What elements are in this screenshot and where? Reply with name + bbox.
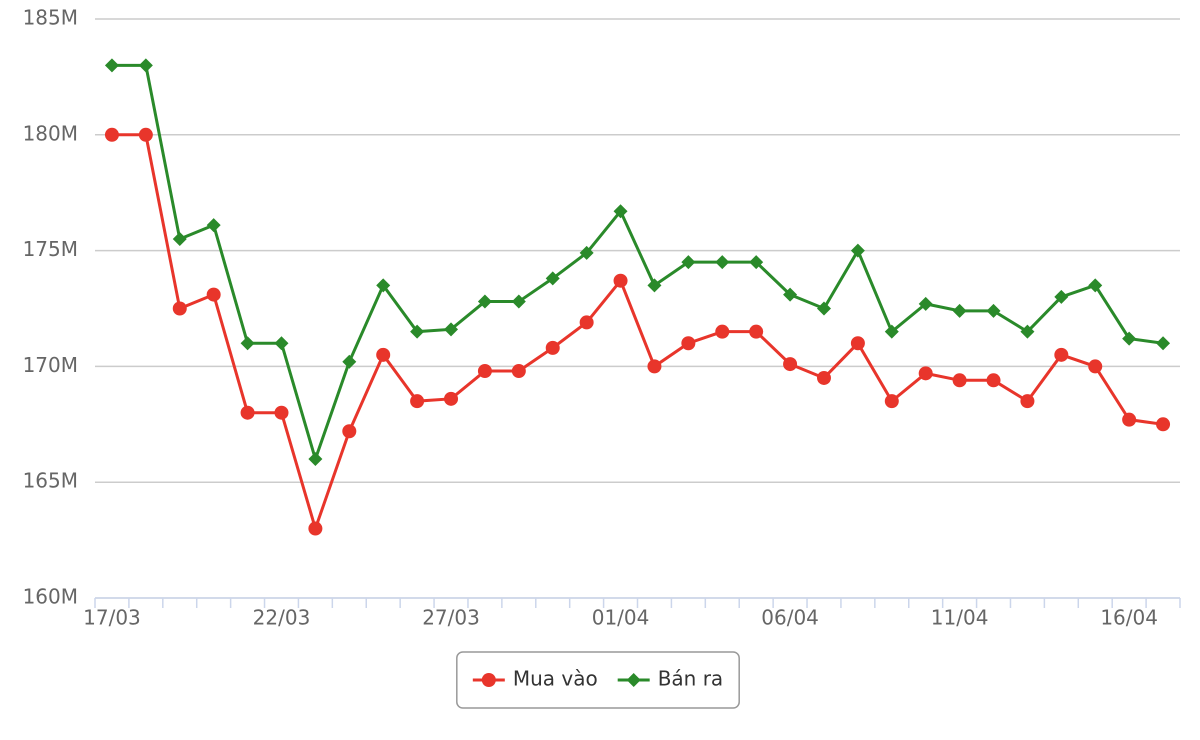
point — [240, 405, 255, 420]
point — [172, 232, 187, 247]
y-tick-label: 165M — [23, 469, 78, 493]
point — [376, 278, 391, 293]
y-tick-label: 185M — [23, 6, 78, 30]
point — [206, 218, 221, 233]
x-tick-label: 17/03 — [83, 606, 141, 630]
point — [1156, 417, 1171, 432]
point — [715, 324, 730, 339]
y-tick-label: 170M — [23, 353, 78, 377]
x-tick-label: 22/03 — [253, 606, 311, 630]
point — [749, 324, 764, 339]
point — [986, 373, 1001, 388]
legend-item[interactable]: Bán ra — [617, 667, 724, 691]
point — [138, 127, 153, 142]
series — [104, 127, 1171, 536]
point — [410, 394, 425, 409]
point — [410, 324, 425, 339]
y-tick-label: 160M — [23, 585, 78, 609]
point — [1088, 278, 1103, 293]
point — [240, 336, 255, 351]
point — [104, 127, 119, 142]
point — [613, 273, 628, 288]
legend-label: Bán ra — [658, 667, 724, 691]
point — [816, 301, 831, 316]
point — [376, 347, 391, 362]
y-tick-label: 180M — [23, 121, 78, 145]
point — [884, 394, 899, 409]
line — [111, 63, 1164, 464]
point — [1020, 394, 1035, 409]
point — [444, 391, 459, 406]
point — [481, 673, 496, 687]
x-tick-label: 27/03 — [422, 606, 480, 630]
point — [1156, 336, 1171, 351]
point — [511, 364, 526, 379]
point — [342, 354, 357, 369]
x-tick-label: 11/04 — [931, 606, 989, 630]
point — [1122, 412, 1137, 427]
point — [918, 296, 933, 311]
point — [1020, 324, 1035, 339]
point — [206, 287, 221, 302]
x-tick-label: 16/04 — [1100, 606, 1158, 630]
point — [850, 336, 865, 351]
point — [545, 340, 560, 355]
point — [681, 255, 696, 270]
legend-item[interactable]: Mua vào — [472, 667, 598, 691]
x-tick-label: 01/04 — [592, 606, 650, 630]
legend: Mua vào Bán ra — [456, 651, 740, 709]
y-tick-label: 175M — [23, 237, 78, 261]
point — [783, 357, 798, 372]
x-tick-label: 06/04 — [761, 606, 819, 630]
point — [1054, 347, 1069, 362]
point — [579, 245, 594, 260]
point — [1122, 331, 1137, 346]
point — [308, 452, 323, 467]
point — [138, 58, 153, 73]
point — [715, 255, 730, 270]
legend-box — [456, 651, 740, 709]
point — [579, 315, 594, 330]
point — [342, 424, 357, 439]
point — [986, 303, 1001, 318]
point — [104, 58, 119, 73]
point — [647, 278, 662, 293]
point — [884, 324, 899, 339]
point — [918, 366, 933, 381]
point — [444, 322, 459, 337]
point — [783, 287, 798, 302]
line — [111, 133, 1164, 534]
point — [1054, 289, 1069, 304]
point — [952, 303, 967, 318]
point — [1088, 359, 1103, 374]
point — [545, 271, 560, 286]
series — [104, 58, 1171, 467]
point — [681, 336, 696, 351]
point — [477, 294, 492, 309]
point — [850, 243, 865, 258]
point — [274, 405, 289, 420]
point — [626, 673, 641, 687]
point — [477, 364, 492, 379]
point — [511, 294, 526, 309]
point — [308, 521, 323, 536]
point — [749, 255, 764, 270]
point — [613, 204, 628, 219]
legend-label: Mua vào — [513, 667, 598, 691]
point — [274, 336, 289, 351]
point — [172, 301, 187, 316]
point — [647, 359, 662, 374]
point — [816, 370, 831, 385]
point — [952, 373, 967, 388]
